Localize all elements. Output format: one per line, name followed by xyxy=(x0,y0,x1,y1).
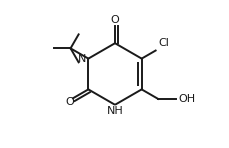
Text: N: N xyxy=(77,54,86,64)
Text: OH: OH xyxy=(177,94,194,104)
Text: O: O xyxy=(65,97,74,107)
Text: Cl: Cl xyxy=(158,38,169,48)
Text: O: O xyxy=(110,15,119,25)
Text: NH: NH xyxy=(106,106,123,116)
